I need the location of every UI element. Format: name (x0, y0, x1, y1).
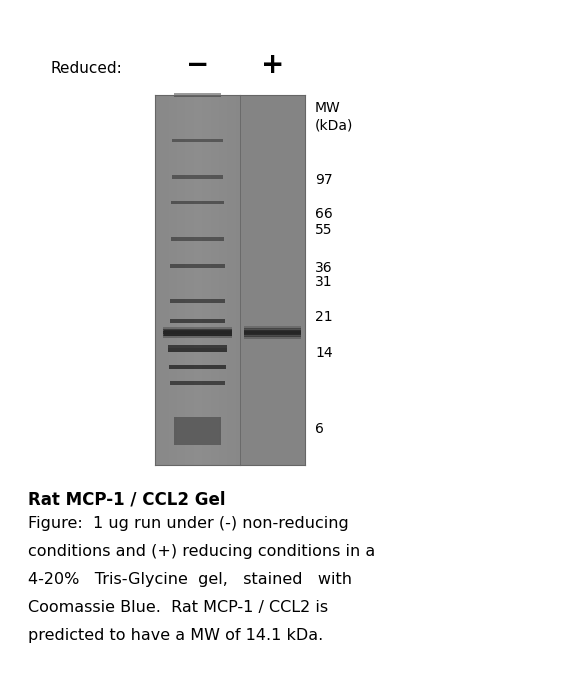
Bar (172, 176, 223, 179)
Bar (172, 139, 223, 142)
Text: +: + (261, 51, 284, 79)
Bar (244, 332, 301, 335)
Bar (244, 330, 301, 333)
Bar (163, 335, 232, 338)
Text: 36: 36 (315, 262, 333, 276)
Bar (174, 416, 221, 444)
Bar (244, 328, 301, 331)
Text: 6: 6 (315, 422, 324, 436)
Text: Rat MCP-1 / CCL2 Gel: Rat MCP-1 / CCL2 Gel (28, 490, 225, 508)
Bar (163, 330, 232, 332)
Text: 14: 14 (315, 346, 333, 360)
Text: 21: 21 (315, 310, 333, 323)
Bar (244, 332, 301, 334)
Text: Coomassie Blue.  Rat MCP-1 / CCL2 is: Coomassie Blue. Rat MCP-1 / CCL2 is (28, 600, 328, 615)
Bar (168, 365, 227, 369)
Bar (168, 345, 227, 348)
Bar (171, 201, 224, 205)
Text: conditions and (+) reducing conditions in a: conditions and (+) reducing conditions i… (28, 544, 375, 559)
Bar (163, 330, 232, 336)
Text: 55: 55 (315, 223, 332, 237)
Bar (163, 333, 232, 336)
Bar (174, 93, 221, 96)
Bar (244, 326, 301, 329)
Text: Figure:  1 ug run under (-) non-reducing: Figure: 1 ug run under (-) non-reducing (28, 516, 349, 531)
Bar (244, 335, 301, 337)
Bar (171, 237, 224, 241)
Text: Reduced:: Reduced: (50, 60, 121, 76)
Bar (170, 299, 225, 303)
Text: 97: 97 (315, 173, 333, 187)
Bar (170, 381, 225, 384)
Text: −: − (186, 51, 209, 79)
Bar (170, 319, 225, 323)
Text: MW
(kDa): MW (kDa) (315, 101, 353, 133)
Text: 66: 66 (315, 208, 333, 221)
Bar (163, 332, 232, 334)
Text: 4-20%   Tris-Glycine  gel,   stained   with: 4-20% Tris-Glycine gel, stained with (28, 572, 352, 587)
Text: 31: 31 (315, 275, 333, 289)
Bar (168, 348, 227, 352)
Bar (163, 328, 232, 330)
Bar (244, 337, 301, 339)
Text: predicted to have a MW of 14.1 kDa.: predicted to have a MW of 14.1 kDa. (28, 628, 323, 643)
Bar (170, 264, 225, 268)
